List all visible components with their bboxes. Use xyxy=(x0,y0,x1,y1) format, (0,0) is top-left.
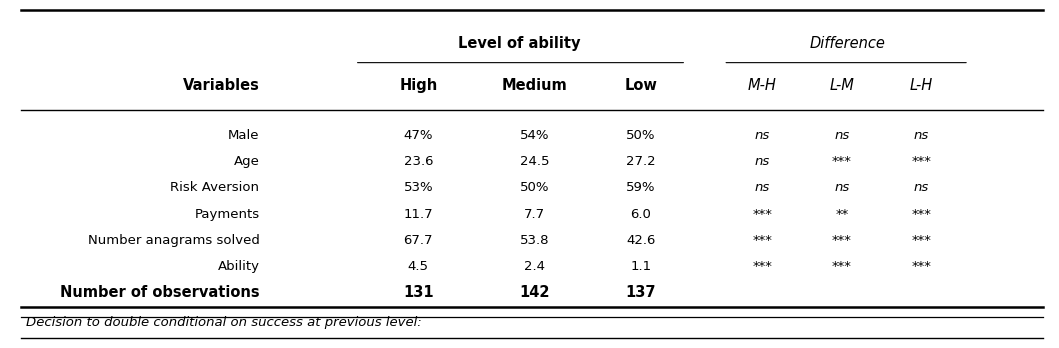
Text: ns: ns xyxy=(755,181,770,195)
Text: 67.7: 67.7 xyxy=(403,234,433,247)
Text: ***: *** xyxy=(832,234,851,247)
Text: ***: *** xyxy=(912,207,931,221)
Text: 131: 131 xyxy=(403,285,433,300)
Text: 59%: 59% xyxy=(626,181,656,195)
Text: L-H: L-H xyxy=(910,78,933,93)
Text: Number of observations: Number of observations xyxy=(59,285,259,300)
Text: 53.8: 53.8 xyxy=(520,234,550,247)
Text: High: High xyxy=(399,78,437,93)
Text: Number anagrams solved: Number anagrams solved xyxy=(88,234,259,247)
Text: ns: ns xyxy=(914,181,929,195)
Text: 4.5: 4.5 xyxy=(408,260,429,273)
Text: 142: 142 xyxy=(520,285,550,300)
Text: M-H: M-H xyxy=(748,78,777,93)
Text: 47%: 47% xyxy=(403,129,433,142)
Text: Difference: Difference xyxy=(809,36,885,51)
Text: Age: Age xyxy=(234,155,259,168)
Text: ***: *** xyxy=(753,260,772,273)
Text: Risk Aversion: Risk Aversion xyxy=(170,181,259,195)
Text: 23.6: 23.6 xyxy=(403,155,433,168)
Text: Variables: Variables xyxy=(182,78,259,93)
Text: Male: Male xyxy=(228,129,259,142)
Text: ns: ns xyxy=(834,129,849,142)
Text: Low: Low xyxy=(624,78,658,93)
Text: 54%: 54% xyxy=(520,129,550,142)
Text: Ability: Ability xyxy=(217,260,259,273)
Text: L-M: L-M xyxy=(829,78,855,93)
Text: 11.7: 11.7 xyxy=(403,207,433,221)
Text: 137: 137 xyxy=(626,285,656,300)
Text: 50%: 50% xyxy=(626,129,656,142)
Text: ***: *** xyxy=(832,260,851,273)
Text: Level of ability: Level of ability xyxy=(457,36,580,51)
Text: ***: *** xyxy=(912,260,931,273)
Text: 42.6: 42.6 xyxy=(626,234,656,247)
Text: ***: *** xyxy=(832,155,851,168)
Text: 24.5: 24.5 xyxy=(520,155,550,168)
Text: 6.0: 6.0 xyxy=(630,207,651,221)
Text: ns: ns xyxy=(755,155,770,168)
Text: **: ** xyxy=(836,207,848,221)
Text: 50%: 50% xyxy=(520,181,550,195)
Text: 53%: 53% xyxy=(403,181,433,195)
Text: Payments: Payments xyxy=(195,207,259,221)
Text: 27.2: 27.2 xyxy=(626,155,656,168)
Text: ***: *** xyxy=(912,234,931,247)
Text: ***: *** xyxy=(753,234,772,247)
Text: ***: *** xyxy=(753,207,772,221)
Text: ***: *** xyxy=(912,155,931,168)
Text: ns: ns xyxy=(834,181,849,195)
Text: 1.1: 1.1 xyxy=(630,260,651,273)
Text: Medium: Medium xyxy=(502,78,568,93)
Text: Decision to double conditional on success at previous level:: Decision to double conditional on succes… xyxy=(26,316,423,329)
Text: ns: ns xyxy=(755,129,770,142)
Text: ns: ns xyxy=(914,129,929,142)
Text: 2.4: 2.4 xyxy=(524,260,545,273)
Text: 7.7: 7.7 xyxy=(524,207,545,221)
